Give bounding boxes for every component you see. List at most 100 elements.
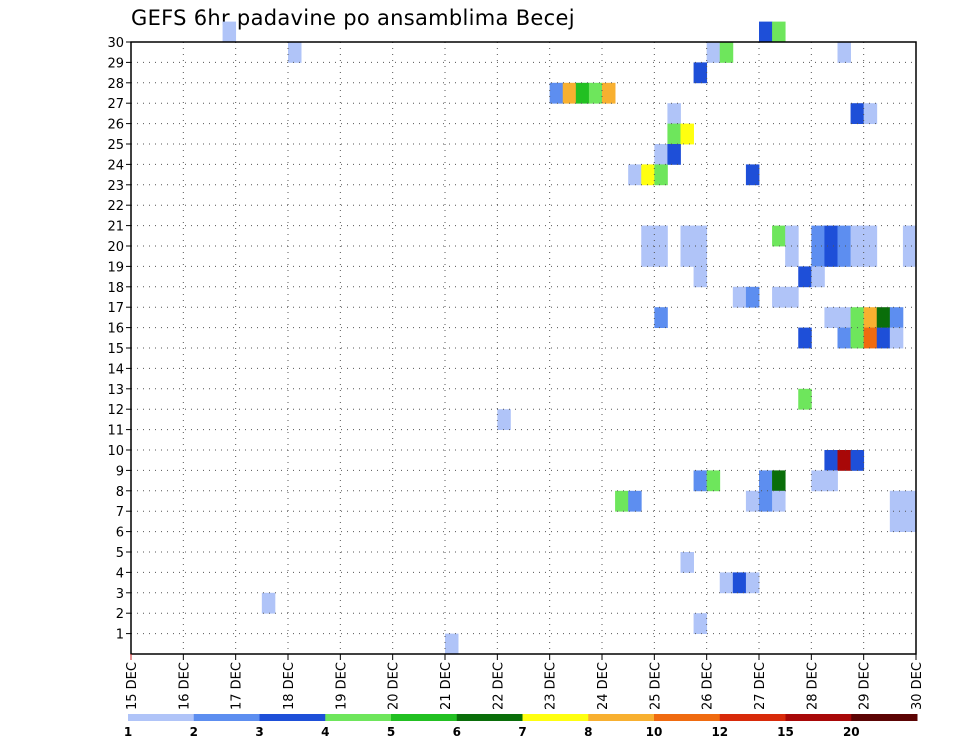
heatmap-cell	[772, 225, 786, 247]
x-tick-label: 29 DEC	[858, 662, 873, 710]
y-tick-label: 15	[107, 342, 124, 357]
heatmap-cell	[772, 490, 786, 512]
heatmap-cell	[693, 225, 708, 247]
heatmap-cell	[759, 470, 773, 492]
heatmap-cell	[824, 246, 838, 267]
heatmap-cell	[667, 123, 681, 145]
heatmap-cell	[445, 633, 459, 655]
colorbar-label: 15	[777, 725, 794, 739]
heatmap-cell	[719, 572, 734, 594]
heatmap-cell	[850, 246, 865, 267]
heatmap-cell	[850, 103, 865, 124]
heatmap-cell	[824, 225, 838, 247]
colorbar-label: 20	[843, 725, 860, 739]
heatmap-cell	[811, 246, 825, 267]
heatmap-cell	[602, 82, 616, 104]
heatmap-cell	[745, 490, 760, 512]
y-tick-label: 27	[107, 97, 124, 112]
heatmap-cell	[902, 490, 917, 512]
heatmap-cell	[641, 225, 655, 247]
colorbar-swatch	[128, 714, 195, 721]
heatmap-cell	[902, 511, 917, 532]
colorbar-label: 7	[518, 725, 526, 739]
y-tick-label: 11	[107, 424, 124, 439]
heatmap-cell	[811, 266, 825, 288]
heatmap-cell	[876, 327, 891, 349]
colorbar-label: 10	[646, 725, 663, 739]
heatmap-cell	[785, 286, 799, 308]
x-tick-label: 24 DEC	[596, 662, 611, 710]
heatmap-cell	[732, 572, 747, 594]
y-tick-label: 25	[107, 138, 124, 153]
x-tick-label: 23 DEC	[544, 662, 559, 710]
colorbar-swatch	[259, 714, 326, 721]
heatmap-cell	[850, 450, 865, 471]
colorbar-swatch	[785, 714, 852, 721]
heatmap-cell	[680, 225, 694, 247]
y-tick-label: 23	[107, 179, 124, 194]
heatmap-cell	[693, 62, 708, 84]
heatmap-cell	[549, 82, 564, 104]
heatmap-cell	[654, 307, 668, 328]
colorbar-label: 4	[321, 725, 329, 739]
heatmap-cell	[575, 82, 590, 104]
heatmap-cell	[863, 103, 878, 124]
heatmap-cell	[222, 21, 237, 43]
x-tick-label: 21 DEC	[439, 662, 454, 710]
colorbar-label: 12	[711, 725, 728, 739]
y-tick-label: 18	[107, 281, 124, 296]
y-tick-label: 22	[107, 199, 124, 214]
heatmap-cell	[889, 327, 904, 349]
x-tick-label: 20 DEC	[387, 662, 402, 710]
heatmap-cell	[680, 246, 694, 267]
heatmap-cell	[785, 246, 799, 267]
y-tick-label: 14	[107, 362, 124, 377]
heatmap-cell	[261, 592, 276, 614]
y-tick-label: 8	[116, 485, 124, 500]
heatmap-cell	[772, 470, 786, 492]
x-tick-label: 30 DEC	[910, 662, 925, 710]
heatmap-cell	[654, 144, 668, 165]
heatmap-cell	[588, 82, 603, 104]
heatmap-cell	[628, 164, 642, 186]
colorbar-swatch	[654, 714, 721, 721]
y-tick-label: 16	[107, 322, 124, 337]
y-tick-label: 7	[116, 505, 124, 520]
y-tick-label: 4	[116, 566, 124, 581]
heatmap-cell	[798, 388, 812, 410]
colorbar-swatch	[588, 714, 655, 721]
heatmap-cell	[654, 164, 668, 186]
y-tick-label: 6	[116, 526, 124, 541]
heatmap-cell	[772, 286, 786, 308]
colorbar-label: 3	[255, 725, 263, 739]
heatmap-cell	[837, 307, 851, 328]
colorbar-label: 6	[453, 725, 461, 739]
heatmap-cell	[693, 246, 708, 267]
y-tick-label: 17	[107, 301, 124, 316]
heatmap-cell	[706, 470, 721, 492]
x-tick-label: 18 DEC	[282, 662, 297, 710]
heatmap-cell	[863, 225, 878, 247]
y-tick-label: 12	[107, 403, 124, 418]
chart-title: GEFS 6hr padavine po ansamblima Becej	[131, 6, 575, 30]
colorbar-label: 2	[190, 725, 198, 739]
y-tick-label: 13	[107, 383, 124, 398]
heatmap-cell	[824, 470, 838, 492]
colorbar-swatch	[456, 714, 523, 721]
colorbar-label: 8	[584, 725, 592, 739]
x-tick-label: 19 DEC	[334, 662, 349, 710]
y-tick-label: 9	[116, 464, 124, 479]
y-tick-label: 24	[107, 158, 124, 173]
colorbar-swatch	[391, 714, 458, 721]
heatmap-cell	[562, 82, 577, 104]
x-tick-label: 27 DEC	[753, 662, 768, 710]
heatmap-cell	[837, 327, 851, 349]
heatmap-cell	[837, 246, 851, 267]
heatmap-cell	[693, 266, 708, 288]
heatmap-cell	[745, 572, 760, 594]
heatmap-cell	[785, 225, 799, 247]
y-tick-label: 3	[116, 587, 124, 602]
y-tick-label: 20	[107, 240, 124, 255]
heatmap-cell	[628, 490, 642, 512]
colorbar-swatch	[193, 714, 260, 721]
